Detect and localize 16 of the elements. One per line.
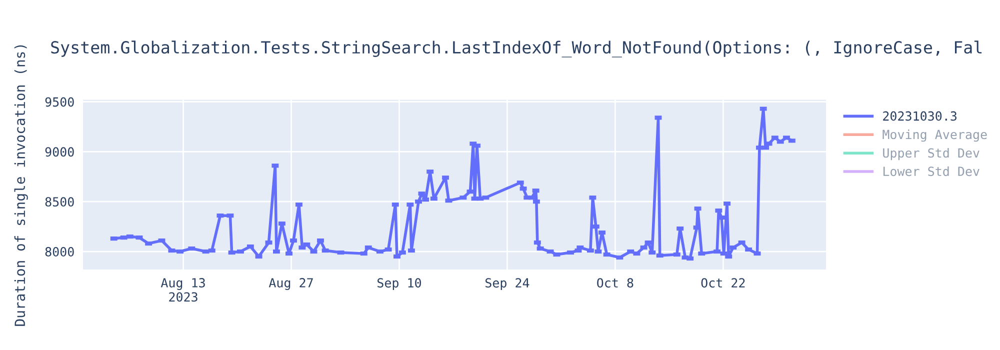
- legend-label: Moving Average: [882, 129, 987, 142]
- legend-label: Upper Std Dev: [883, 148, 980, 160]
- y-tick-label: 9000: [45, 147, 74, 157]
- chart-title: System.Globalization.Tests.StringSearch.LastIndexOf_Word_NotFound(Options: (, IgnoreCase, Fal: [51, 40, 982, 58]
- y-tick-label: 8500: [45, 197, 74, 207]
- x-tick-label: Sep 24: [485, 278, 530, 290]
- x-tick-label: Aug 27: [268, 278, 313, 290]
- y-tick-label: 9500: [45, 97, 74, 107]
- x-tick-label: Oct 8: [597, 278, 634, 288]
- y-axis-title: Duration of single invocation (ns): [14, 45, 28, 326]
- legend-label: Lower Std Dev: [883, 166, 980, 176]
- legend-label: 20231030.3: [883, 111, 956, 121]
- x-tick-label: Oct 22: [701, 278, 745, 288]
- y-tick-label: 8000: [45, 247, 74, 256]
- x-tick-label: Aug 13 2023: [160, 278, 205, 302]
- x-tick-label: Sep 10: [377, 278, 421, 290]
